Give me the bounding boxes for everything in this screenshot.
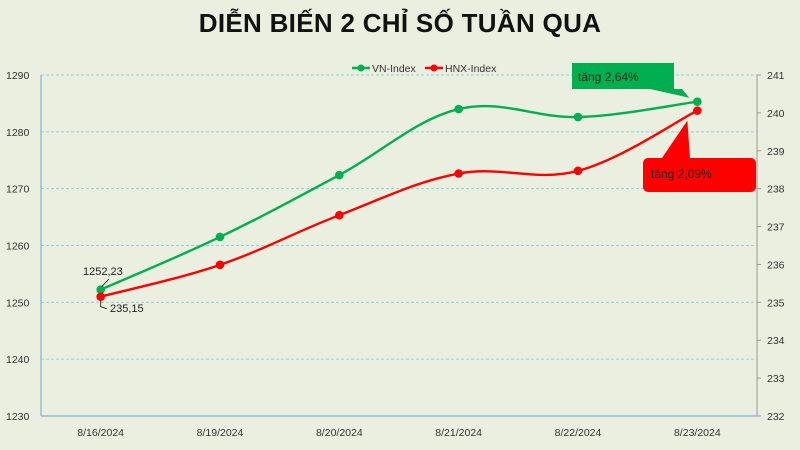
left-axis-tick: 1290	[6, 70, 30, 82]
legend: VN-Index HNX-Index	[352, 63, 497, 75]
annotations: tăng 2,64% tăng 2,09% 1252,23 235,15	[83, 63, 756, 315]
right-axis-tick: 236	[767, 259, 785, 271]
right-axis-tick: 238	[767, 184, 785, 196]
right-axis-tick: 233	[767, 373, 785, 385]
right-y-axis: 232 233 234 235 236 237 238 239 240 241	[757, 70, 785, 423]
x-axis-tick: 8/23/2024	[674, 427, 721, 439]
legend-item: VN-Index	[352, 63, 417, 75]
left-axis-tick: 1260	[6, 241, 30, 253]
hnx-index-callout: tăng 2,09%	[643, 120, 756, 192]
data-point	[454, 104, 463, 114]
right-axis-tick: 240	[767, 108, 785, 120]
x-axis-tick: 8/22/2024	[555, 427, 602, 439]
svg-text:HNX-Index: HNX-Index	[445, 63, 497, 75]
data-point	[693, 97, 702, 107]
svg-text:VN-Index: VN-Index	[372, 63, 417, 75]
left-axis-tick: 1230	[6, 411, 30, 423]
data-point	[573, 166, 583, 176]
vn-first-value-label: 1252,23	[83, 266, 123, 287]
right-axis-tick: 239	[767, 146, 785, 158]
data-point	[335, 210, 344, 220]
data-point	[573, 112, 583, 122]
legend-item: HNX-Index	[425, 63, 497, 75]
gridlines	[41, 74, 757, 360]
right-axis-tick: 234	[767, 335, 785, 347]
x-axis-tick: 8/20/2024	[316, 427, 363, 439]
x-axis-tick: 8/21/2024	[435, 427, 482, 439]
data-point	[693, 106, 702, 115]
vn-index-callout: tăng 2,64%	[572, 63, 690, 98]
hnx-first-value-label: 235,15	[100, 300, 144, 315]
data-point	[335, 170, 344, 180]
series-hnx-index	[96, 106, 702, 301]
left-axis-tick: 1240	[6, 354, 30, 366]
x-axis-tick: 8/19/2024	[197, 427, 244, 439]
series-lines	[96, 97, 702, 301]
legend-marker-icon	[430, 64, 438, 72]
data-point	[96, 292, 105, 301]
data-point	[454, 169, 463, 178]
right-axis-tick: 232	[767, 411, 785, 423]
data-point	[96, 285, 105, 294]
right-axis-tick: 241	[767, 70, 785, 82]
svg-text:tăng 2,64%: tăng 2,64%	[578, 70, 639, 84]
right-axis-tick: 237	[767, 222, 785, 234]
data-point	[215, 260, 225, 270]
left-axis-tick: 1270	[6, 184, 30, 196]
left-y-axis: 1230 1240 1250 1260 1270 1280 1290	[6, 70, 30, 423]
right-axis-tick: 235	[767, 297, 785, 309]
chart-title: DIỄN BIẾN 2 CHỈ SỐ TUẦN QUA	[198, 8, 602, 38]
x-axis-tick: 8/16/2024	[77, 427, 124, 439]
plot-frame	[40, 75, 758, 417]
svg-text:1252,23: 1252,23	[83, 266, 123, 278]
svg-text:235,15: 235,15	[110, 303, 144, 315]
left-axis-tick: 1250	[6, 297, 30, 309]
series-vn-index	[96, 97, 702, 294]
legend-marker-icon	[357, 64, 365, 72]
left-axis-tick: 1280	[6, 127, 30, 139]
data-point	[215, 232, 225, 242]
x-axis: 8/16/2024 8/19/2024 8/20/2024 8/21/2024 8/22…	[77, 427, 721, 439]
svg-text:tăng 2,09%: tăng 2,09%	[651, 167, 712, 181]
